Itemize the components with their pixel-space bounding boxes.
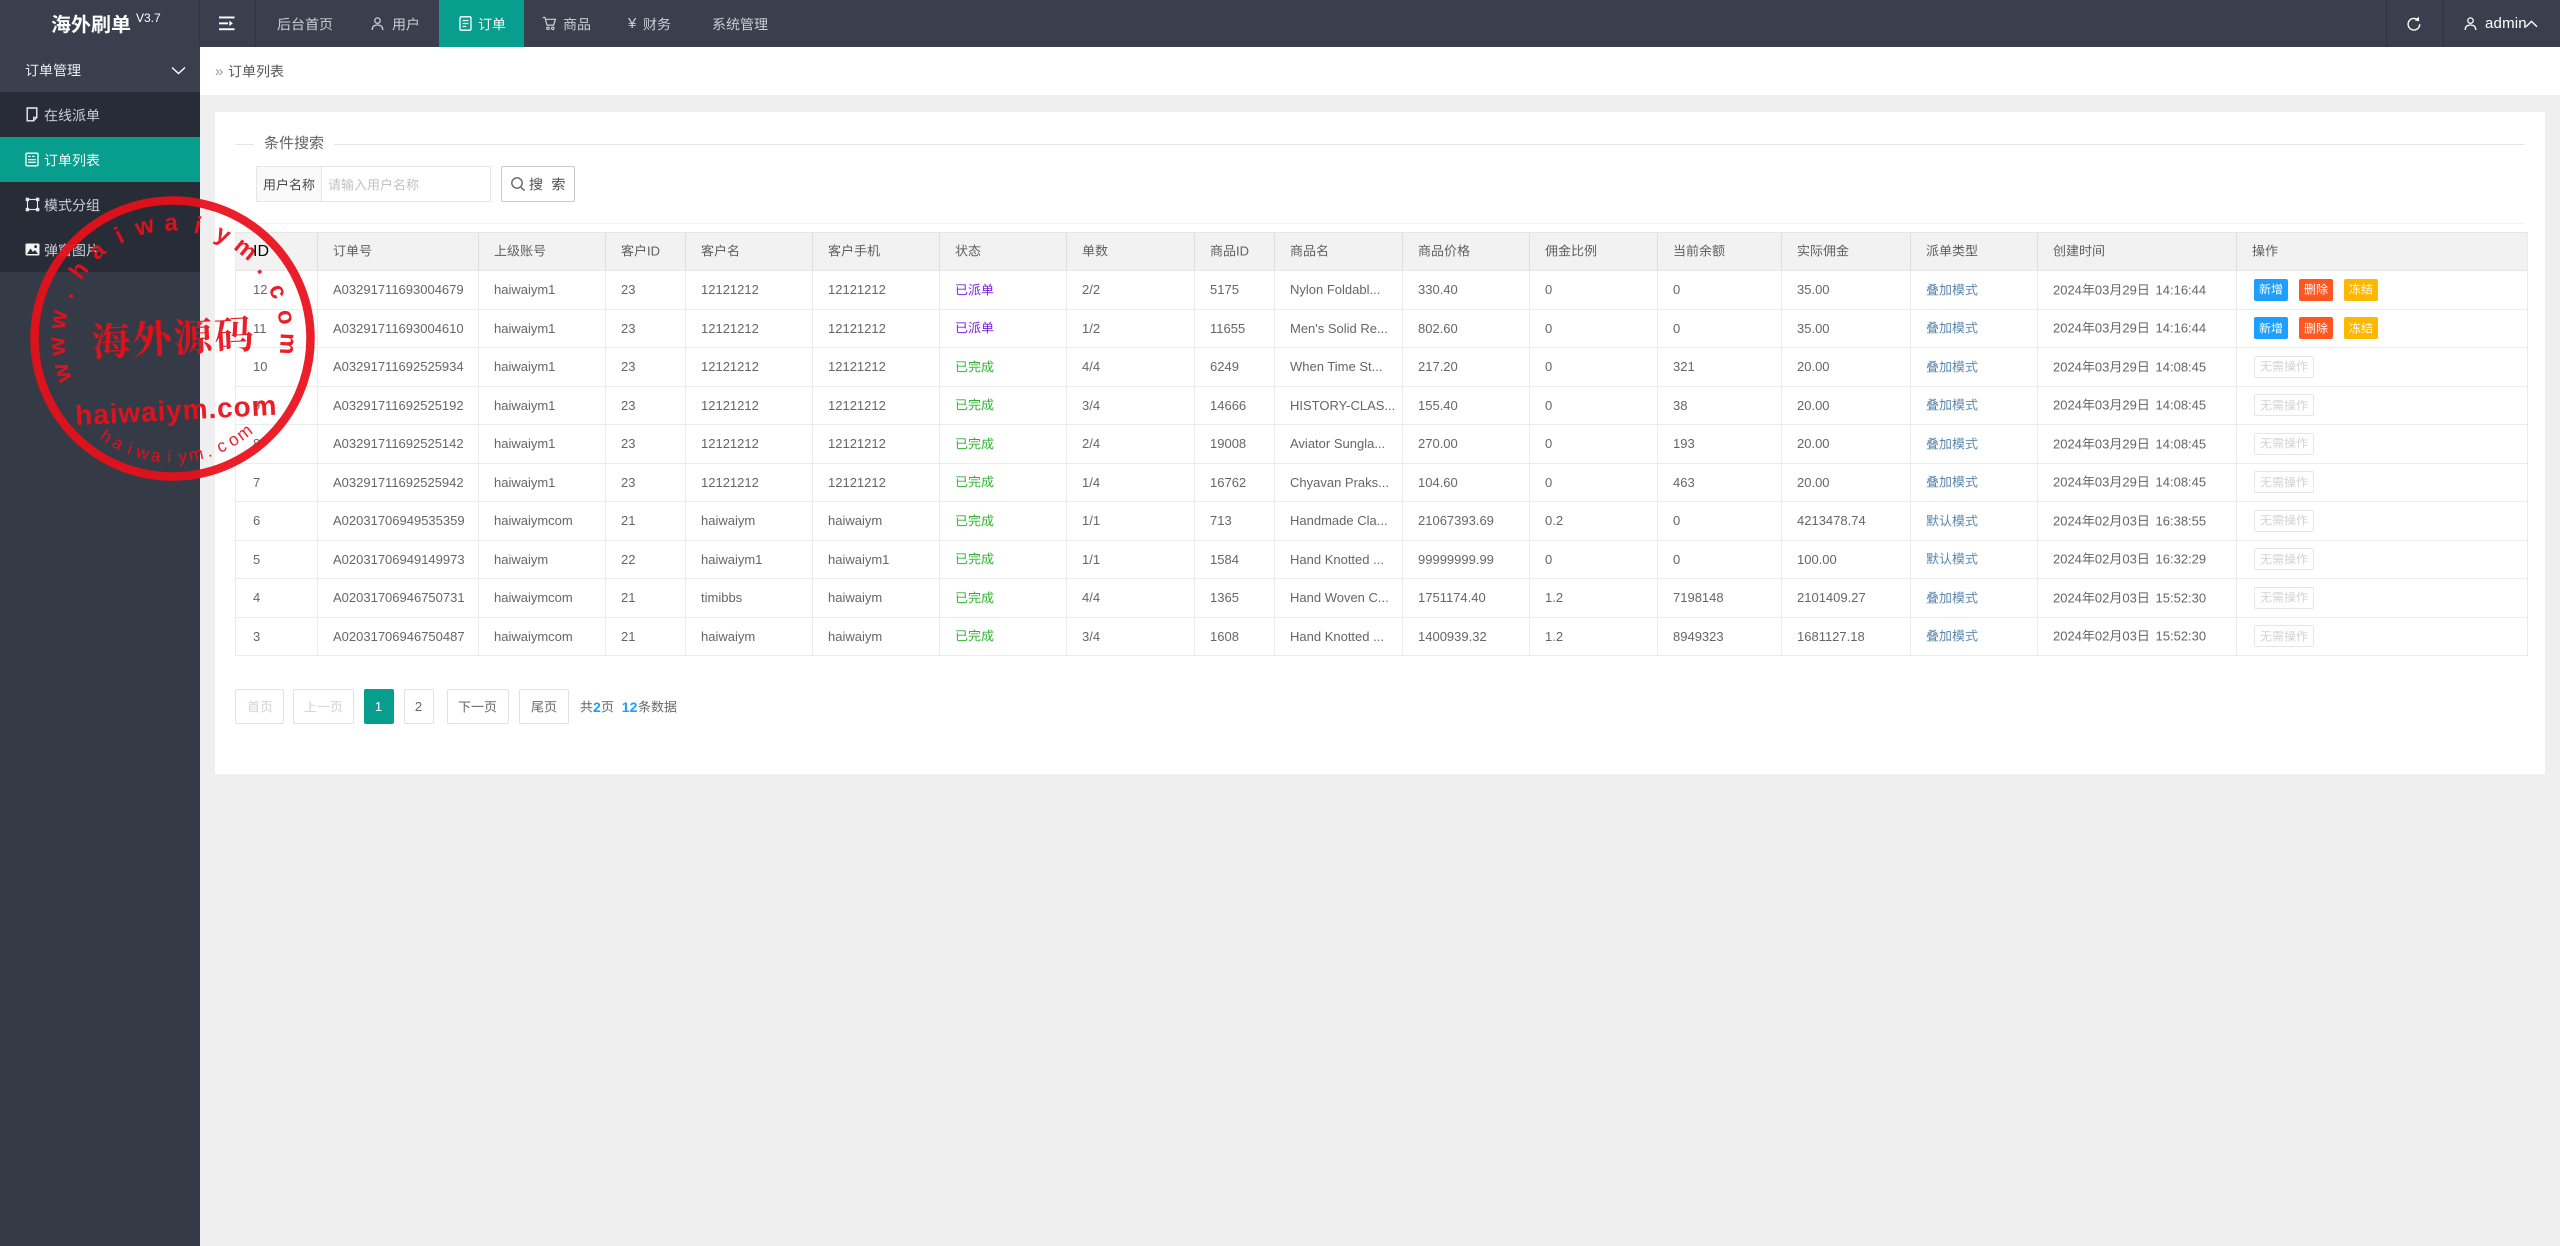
svg-text:2024: 2024 — [2053, 321, 2082, 334]
svg-text:ID: ID — [1236, 244, 1249, 257]
svg-text:03: 03 — [2095, 283, 2109, 296]
svg-text:w: w — [46, 360, 78, 387]
svg-text:i: i — [167, 446, 171, 466]
svg-text:29: 29 — [2122, 283, 2136, 296]
svg-text:y: y — [177, 446, 188, 467]
svg-text:29: 29 — [2122, 398, 2136, 411]
svg-text:15:52:30: 15:52:30 — [2156, 591, 2207, 604]
svg-text:2024: 2024 — [2053, 514, 2082, 527]
svg-text:a: a — [150, 445, 163, 466]
svg-text:02: 02 — [2095, 629, 2109, 642]
svg-text:m: m — [187, 443, 205, 466]
svg-text:29: 29 — [2122, 475, 2136, 488]
svg-text:w: w — [44, 308, 74, 332]
svg-text:m: m — [274, 332, 302, 355]
svg-text:2024: 2024 — [2053, 475, 2082, 488]
svg-text:w: w — [133, 441, 152, 464]
svg-text:14:16:44: 14:16:44 — [2156, 283, 2207, 296]
svg-text:2024: 2024 — [2053, 552, 2082, 565]
svg-text:14:16:44: 14:16:44 — [2156, 321, 2207, 334]
svg-text:2024: 2024 — [2053, 360, 2082, 373]
svg-text:2024: 2024 — [2053, 398, 2082, 411]
svg-text:a: a — [164, 209, 178, 236]
svg-text:i: i — [125, 439, 136, 459]
svg-text:14:08:45: 14:08:45 — [2156, 360, 2207, 373]
svg-text:i: i — [192, 212, 204, 240]
svg-text:29: 29 — [2122, 321, 2136, 334]
svg-text:.: . — [251, 258, 277, 280]
svg-text:02: 02 — [2095, 552, 2109, 565]
svg-text:03: 03 — [2122, 514, 2136, 527]
svg-text:w: w — [43, 336, 71, 358]
svg-text:2024: 2024 — [2053, 629, 2082, 642]
svg-text:a: a — [83, 236, 111, 266]
svg-text:03: 03 — [2095, 321, 2109, 334]
svg-text:14:08:45: 14:08:45 — [2156, 475, 2207, 488]
svg-text:c: c — [263, 280, 293, 303]
svg-text:w: w — [131, 211, 157, 242]
svg-text:h: h — [64, 257, 94, 285]
svg-text:m: m — [229, 232, 263, 266]
svg-text:14:08:45: 14:08:45 — [2156, 398, 2207, 411]
svg-text:03: 03 — [2122, 552, 2136, 565]
svg-text:16:32:29: 16:32:29 — [2156, 552, 2207, 565]
svg-text:o: o — [271, 307, 300, 326]
svg-text:03: 03 — [2122, 629, 2136, 642]
svg-text:02: 02 — [2095, 514, 2109, 527]
svg-text:2024: 2024 — [2053, 283, 2082, 296]
svg-text:.: . — [203, 440, 214, 461]
svg-text:.: . — [52, 286, 79, 303]
svg-text:03: 03 — [2095, 398, 2109, 411]
svg-text:2024: 2024 — [2053, 591, 2082, 604]
svg-text:03: 03 — [2095, 360, 2109, 373]
svg-text:y: y — [211, 220, 235, 250]
svg-text:ID: ID — [647, 244, 660, 257]
svg-text:02: 02 — [2095, 591, 2109, 604]
svg-text:15:52:30: 15:52:30 — [2156, 629, 2207, 642]
svg-text:16:38:55: 16:38:55 — [2156, 514, 2207, 527]
svg-text:29: 29 — [2122, 437, 2136, 450]
svg-text:03: 03 — [2122, 591, 2136, 604]
svg-text:03: 03 — [2095, 437, 2109, 450]
svg-text:14:08:45: 14:08:45 — [2156, 437, 2207, 450]
svg-text:03: 03 — [2095, 475, 2109, 488]
svg-text:29: 29 — [2122, 360, 2136, 373]
svg-text:i: i — [110, 222, 128, 249]
svg-text:2024: 2024 — [2053, 437, 2082, 450]
